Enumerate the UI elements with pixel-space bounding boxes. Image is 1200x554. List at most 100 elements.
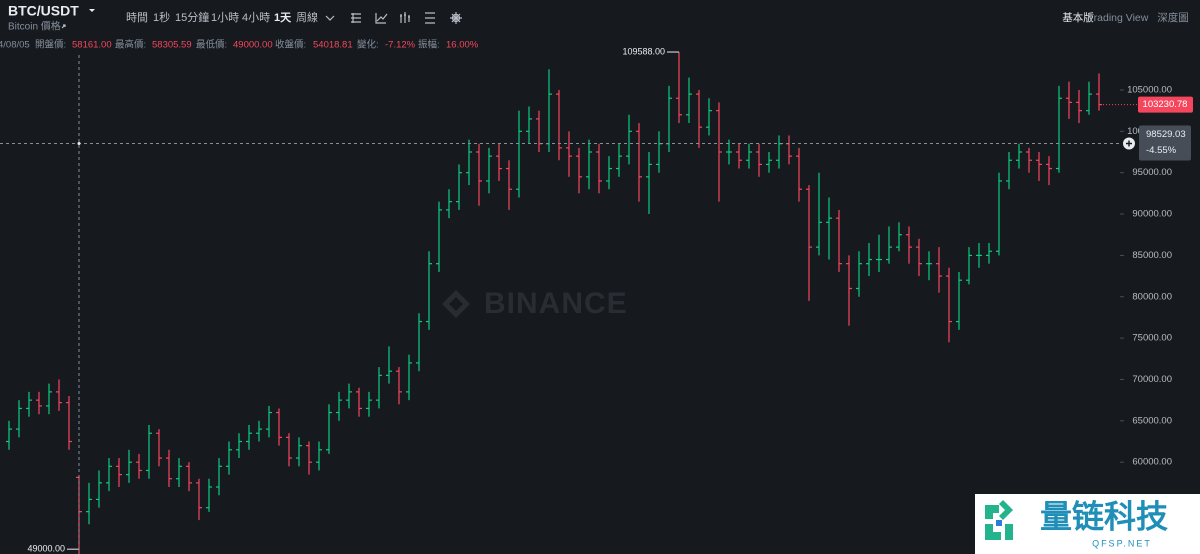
site-logo: 量链科技 QFSP.NET xyxy=(975,494,1200,554)
view-tab[interactable]: 基本版 xyxy=(1062,11,1094,24)
y-tick-label: 85000.00 xyxy=(1132,250,1172,261)
view-tab[interactable]: 深度圖 xyxy=(1157,11,1189,24)
ohlc-bar xyxy=(176,458,182,488)
ohlc-bar xyxy=(1066,81,1072,119)
ohlc-bar xyxy=(116,458,122,488)
info-value: 16.00% xyxy=(446,40,479,51)
ohlc-bar xyxy=(986,242,992,264)
info-value: 58305.59 xyxy=(152,40,192,51)
ohlc-bar xyxy=(826,197,832,260)
interval-tab[interactable]: 周線 xyxy=(296,10,318,24)
ohlc-bar xyxy=(696,89,702,148)
ohlc-bar xyxy=(496,143,502,181)
interval-tab[interactable]: 時間 xyxy=(126,11,148,24)
ohlc-bar xyxy=(936,247,942,293)
interval-tab[interactable]: 15分鐘 xyxy=(175,10,209,24)
interval-dropdown[interactable] xyxy=(325,15,335,21)
watermark-text: BINANCE xyxy=(484,287,628,320)
ohlc-bar xyxy=(746,143,752,169)
info-value: 54018.81 xyxy=(313,40,353,51)
y-tick-label: 75000.00 xyxy=(1132,333,1172,344)
info-value: 49000.00 xyxy=(233,40,273,51)
ohlc-bar xyxy=(956,271,962,330)
view-tab[interactable]: Trading View xyxy=(1088,12,1149,24)
ohlc-bar xyxy=(306,441,312,475)
ohlc-bar xyxy=(346,383,352,409)
last-price-box xyxy=(1138,96,1193,113)
ohlc-bar xyxy=(836,209,842,272)
ohlc-bar xyxy=(816,172,822,256)
ohlc-bar xyxy=(436,201,442,272)
ohlc-bar xyxy=(16,400,22,438)
y-tick-label: 105000.00 xyxy=(1127,84,1172,95)
ohlc-bar xyxy=(736,143,742,169)
template-icon[interactable] xyxy=(425,12,435,24)
symbol-subtitle[interactable]: Bitcoin 價格 xyxy=(8,20,61,33)
ohlc-bar xyxy=(1056,85,1062,173)
settings-gear xyxy=(450,12,462,24)
ohlc-bar xyxy=(206,478,212,512)
external-link-icon[interactable] xyxy=(61,24,66,29)
ohlc-bar xyxy=(376,367,382,409)
ohlc-bar xyxy=(876,234,882,272)
ohlc-bar xyxy=(236,433,242,459)
ohlc-bar xyxy=(356,387,362,417)
ohlc-bar xyxy=(896,222,902,252)
annotation-label: 109588.00 xyxy=(622,46,665,56)
add-alert-plus xyxy=(1126,140,1132,147)
ohlc-bar xyxy=(506,160,512,210)
watermark: BINANCE xyxy=(442,287,628,320)
info-label: 開盤價: xyxy=(35,39,66,51)
ohlc-bar xyxy=(636,123,642,202)
ohlc-bar xyxy=(246,424,252,450)
ohlc-bar xyxy=(486,147,492,194)
symbol[interactable]: BTC/USDT xyxy=(8,3,79,19)
indicator-icon[interactable] xyxy=(375,13,388,24)
ohlc-bar xyxy=(1096,73,1102,111)
info-value: 58161.00 xyxy=(72,40,112,51)
candle-icon[interactable] xyxy=(400,12,410,23)
y-tick-label: 65000.00 xyxy=(1132,415,1172,426)
ohlc-bar xyxy=(976,242,982,268)
info-label: 最低價: xyxy=(196,39,227,51)
ohlc-bar xyxy=(256,420,262,442)
ohlc-bar xyxy=(516,110,522,198)
ohlc-bar xyxy=(946,267,952,343)
ohlc-bar xyxy=(396,367,402,405)
ohlc-bar xyxy=(276,408,282,446)
crosshair-dot xyxy=(77,141,81,145)
interval-tab[interactable]: 1秒 xyxy=(153,10,170,24)
ohlc-bar xyxy=(366,391,372,417)
ohlc-bar xyxy=(706,98,712,136)
symbol-dropdown[interactable] xyxy=(89,9,95,12)
ohlc-bar xyxy=(426,251,432,330)
y-tick-label: 95000.00 xyxy=(1132,167,1172,178)
price-bars xyxy=(6,52,1102,554)
ohlc-bar xyxy=(166,449,172,488)
crosshair-change: -4.55% xyxy=(1146,145,1177,156)
info-value: -7.12% xyxy=(385,40,416,51)
ohlc-bar xyxy=(196,478,202,521)
toolbar-icons xyxy=(61,9,462,29)
interval-tab[interactable]: 1天 xyxy=(274,11,292,24)
ohlc-bar xyxy=(606,156,612,190)
ohlc-bar xyxy=(966,247,972,285)
ohlc-bar xyxy=(616,143,622,177)
info-label: 最高價: xyxy=(115,39,146,51)
ohlc-bar xyxy=(216,458,222,496)
ohlc-bar xyxy=(866,242,872,277)
ohlc-bar xyxy=(566,131,572,177)
ohlc-bar xyxy=(906,226,912,264)
crosshair-box xyxy=(1139,125,1191,161)
ohlc-bar xyxy=(226,441,232,475)
ohlc-bar xyxy=(756,143,762,177)
ohlc-bar xyxy=(316,441,322,471)
interval-tab[interactable]: 4小時 xyxy=(242,11,270,24)
bar-style-icon[interactable] xyxy=(351,13,361,23)
ohlc-bar xyxy=(646,152,652,215)
ohlc-bar xyxy=(856,251,862,297)
ohlc-bar xyxy=(386,346,392,384)
interval-tab[interactable]: 1小時 xyxy=(211,11,239,24)
